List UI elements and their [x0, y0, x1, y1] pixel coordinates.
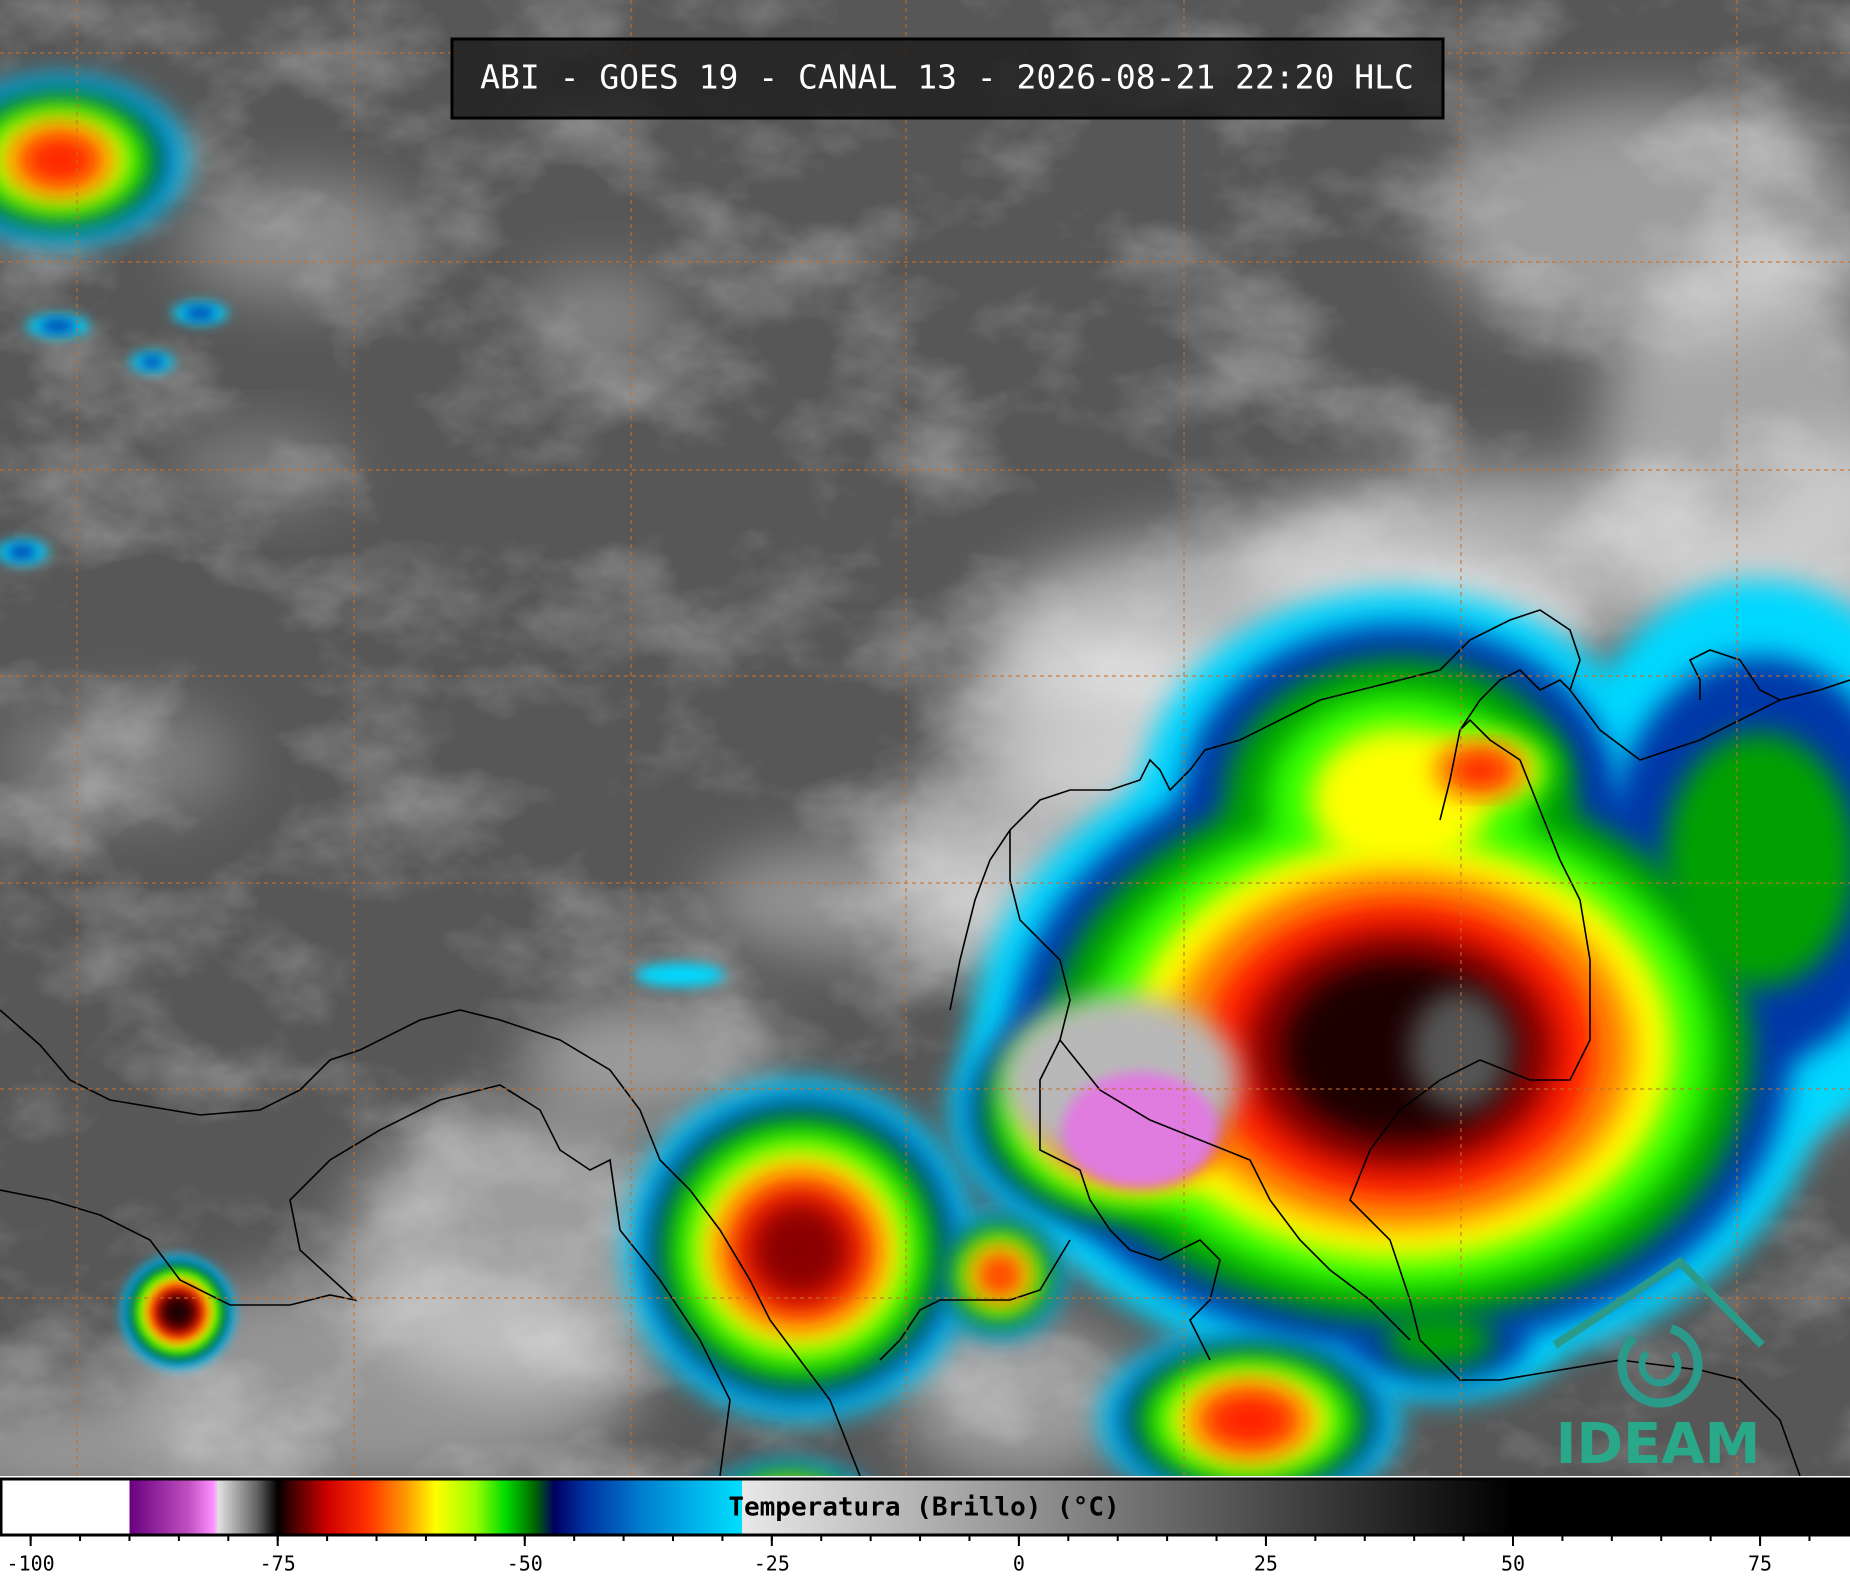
convection [0, 78, 1850, 1476]
colorbar [0, 1477, 1850, 1537]
cloud [180, 180, 420, 300]
logo-text: IDEAM [1556, 1412, 1761, 1477]
cloud-top [183, 306, 217, 320]
cloud [0, 1390, 250, 1476]
border [1059, 1039, 1411, 1341]
tick-label: 25 [1254, 1552, 1278, 1576]
cloud [0, 700, 240, 820]
border [879, 1239, 1071, 1361]
logo-swirl [1617, 1322, 1703, 1408]
coastline [0, 1084, 621, 1306]
cloud-top [1447, 752, 1513, 788]
cloud-top [736, 1465, 844, 1476]
cold-core [1410, 990, 1510, 1110]
cloud-top [22, 135, 98, 185]
cloud-top [1664, 733, 1850, 987]
title-box [450, 37, 1445, 120]
tick-label: -75 [260, 1552, 296, 1576]
tick-label: -50 [507, 1552, 543, 1576]
coastline [1688, 649, 1781, 701]
coastline [0, 1009, 861, 1476]
cloud-top [6, 544, 38, 560]
title: ABI - GOES 19 - CANAL 13 - 2026-08-21 22… [480, 58, 1414, 97]
coastline [949, 609, 1581, 1011]
coastline [1569, 679, 1850, 761]
graticule [0, 0, 1850, 1476]
colorbar-label: Temperatura (Brillo) (°C) [728, 1493, 1119, 1523]
coastline [619, 1229, 731, 1476]
coastlines [0, 609, 1850, 1476]
cloud [520, 270, 680, 370]
cloud-top [39, 319, 77, 333]
logo-swirl [1638, 1343, 1682, 1387]
tick-label: 50 [1501, 1552, 1525, 1576]
tick-label: -25 [754, 1552, 790, 1576]
cloud-top [981, 1257, 1019, 1293]
cloud-top [635, 963, 725, 987]
tick-label: 0 [1013, 1552, 1025, 1576]
cloud [900, 1320, 1140, 1476]
cloud-top [1205, 1393, 1295, 1447]
cloud [520, 1000, 780, 1120]
coastline [1009, 830, 1221, 1361]
border [1459, 718, 1591, 1081]
logo: IDEAM [1552, 1256, 1765, 1477]
tick-label: 75 [1748, 1552, 1772, 1576]
cloud-top [162, 1296, 194, 1328]
cloud [120, 1270, 640, 1476]
cloud-top [139, 356, 165, 368]
tick-label: -100 [7, 1552, 55, 1576]
border [1349, 1059, 1801, 1476]
colorbar-ticks: -100 -75 -50 -25 0 25 50 75 [7, 1535, 1811, 1576]
cloud-top [753, 1470, 827, 1476]
cloud-top [1385, 1312, 1495, 1368]
cold-core [1062, 1072, 1218, 1188]
cloud-top [750, 1201, 850, 1299]
logo-roof [1552, 1256, 1765, 1349]
